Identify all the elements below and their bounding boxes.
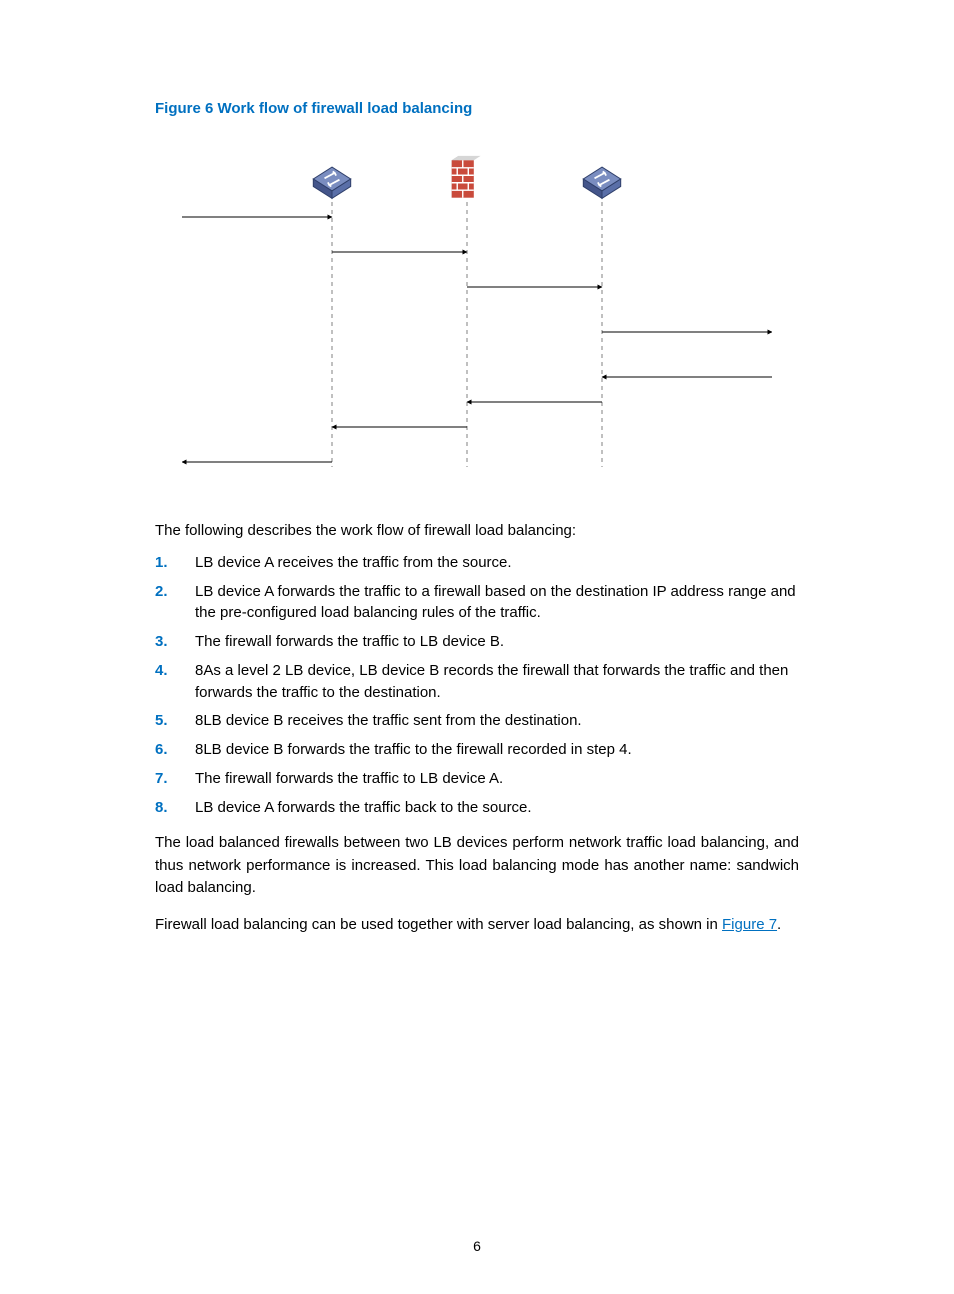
workflow-diagram xyxy=(182,137,772,477)
paragraph-crossref: Firewall load balancing can be used toge… xyxy=(155,914,799,937)
crossref-post: . xyxy=(777,916,781,933)
page-number: 6 xyxy=(0,1238,954,1254)
figure-7-link[interactable]: Figure 7 xyxy=(722,916,777,933)
step-item: The firewall forwards the traffic to LB … xyxy=(155,631,799,653)
step-item: LB device A forwards the traffic to a fi… xyxy=(155,581,799,625)
crossref-pre: Firewall load balancing can be used toge… xyxy=(155,916,722,933)
step-item: 8As a level 2 LB device, LB device B rec… xyxy=(155,660,799,704)
diagram xyxy=(182,137,772,482)
figure-title: Figure 6 Work flow of firewall load bala… xyxy=(155,100,799,117)
step-item: LB device A forwards the traffic back to… xyxy=(155,797,799,819)
step-item: The firewall forwards the traffic to LB … xyxy=(155,768,799,790)
step-item: 8LB device B receives the traffic sent f… xyxy=(155,710,799,732)
step-item: LB device A receives the traffic from th… xyxy=(155,552,799,574)
document-page: Figure 6 Work flow of firewall load bala… xyxy=(0,0,954,1294)
intro-text: The following describes the work flow of… xyxy=(155,520,799,542)
paragraph-summary: The load balanced firewalls between two … xyxy=(155,832,799,900)
step-item: 8LB device B forwards the traffic to the… xyxy=(155,739,799,761)
steps-list: LB device A receives the traffic from th… xyxy=(155,552,799,819)
